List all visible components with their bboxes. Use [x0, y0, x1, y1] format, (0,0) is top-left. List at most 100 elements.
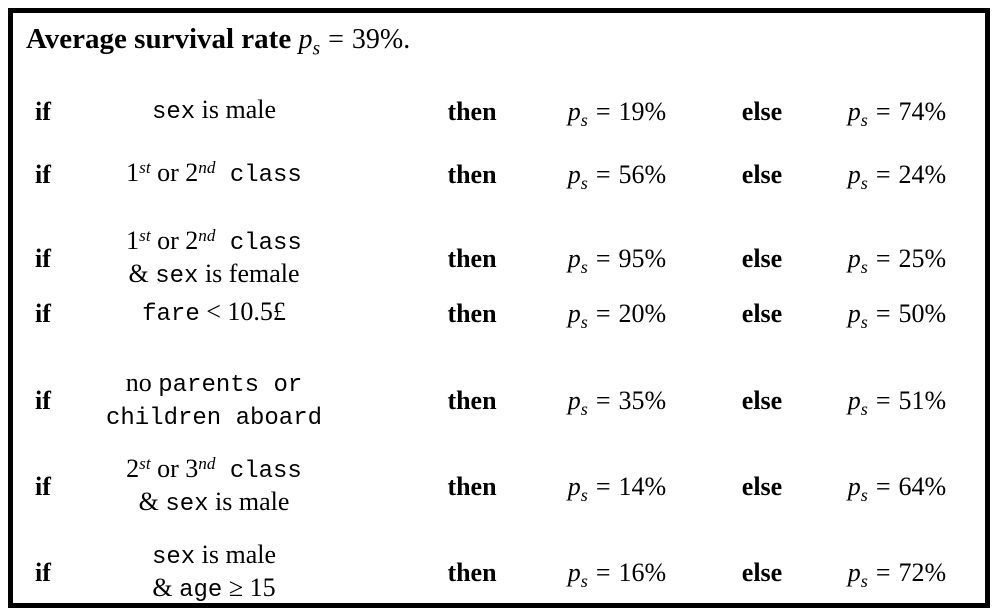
equals-sign: =	[875, 386, 891, 415]
ps-subscript: s	[580, 257, 588, 278]
else-survival-expression: ps = 25%	[832, 244, 962, 278]
if-keyword: if	[35, 386, 51, 415]
rule-row: if no parents or children aboard then ps = 35%…	[35, 368, 985, 434]
condition-line: 2st or 3nd class	[79, 454, 349, 487]
if-keyword: if	[35, 472, 51, 501]
ps-variable: p	[847, 558, 861, 587]
condition-line: sex is male	[79, 540, 349, 573]
else-keyword: else	[741, 244, 783, 273]
else-survival-value: 51%	[898, 386, 947, 415]
rule-row: if fare < 10.5£ then ps = 20% else ps = 50%	[35, 297, 985, 332]
ps-variable: p	[847, 96, 861, 126]
ps-subscript: s	[312, 38, 321, 60]
then-keyword: then	[447, 558, 497, 587]
ps-variable: p	[298, 24, 313, 55]
condition-line: no parents or	[79, 368, 349, 401]
condition-line: 1st or 2nd class	[79, 226, 349, 259]
rule-row: if sex is male then ps = 19% else ps = 74%	[35, 95, 985, 130]
ordinal-superscript: nd	[198, 226, 216, 246]
else-keyword: else	[741, 159, 783, 189]
then-survival-expression: ps = 35%	[542, 386, 692, 420]
condition-text: &	[152, 573, 180, 602]
condition: 1st or 2nd class	[79, 158, 349, 191]
condition: sex is male & age ≥ 15	[79, 540, 349, 606]
ps-subscript: s	[580, 485, 588, 506]
condition-text: is male	[195, 540, 277, 569]
then-survival-expression: ps = 19%	[542, 96, 692, 129]
ordinal-superscript: nd	[198, 158, 216, 178]
else-survival-expression: ps = 24%	[832, 159, 962, 193]
equals-sign: =	[875, 244, 891, 273]
figure-title: Average survival rate ps = 39%.	[13, 13, 985, 59]
else-keyword: else	[741, 298, 783, 328]
condition: no parents or children aboard	[79, 368, 349, 434]
equals-sign: =	[875, 96, 891, 126]
condition-line: & age ≥ 15	[79, 573, 349, 606]
else-survival-value: 72%	[898, 558, 947, 587]
equals-sign: =	[595, 558, 611, 587]
if-keyword: if	[35, 96, 51, 126]
condition-text: sex	[165, 491, 209, 518]
condition-line: fare < 10.5£	[79, 297, 349, 330]
rule-row: if 1st or 2nd class & sex is female then ps =…	[35, 226, 985, 292]
ordinal-superscript: nd	[198, 454, 216, 474]
condition-text: < 10.5£	[199, 297, 286, 326]
condition-text: ≥ 15	[222, 573, 276, 602]
equals-sign: =	[875, 298, 891, 328]
condition-text: &	[128, 259, 156, 288]
rule-row: if 2st or 3nd class & sex is male then ps = 14…	[35, 454, 985, 520]
else-survival-value: 74%	[898, 96, 947, 126]
condition: fare < 10.5£	[79, 297, 349, 330]
if-keyword: if	[35, 159, 51, 189]
ps-variable: p	[847, 472, 861, 501]
ps-subscript: s	[860, 109, 868, 130]
condition-text: fare	[142, 301, 200, 328]
ps-subscript: s	[860, 399, 868, 420]
condition: 1st or 2nd class & sex is female	[79, 226, 349, 292]
condition-text: is female	[198, 259, 300, 288]
then-keyword: then	[447, 472, 497, 501]
condition-text: sex	[151, 544, 196, 571]
ps-subscript: s	[580, 399, 588, 420]
ordinal-superscript: st	[139, 158, 151, 178]
title-survival-value: 39%.	[351, 24, 411, 55]
condition-line: children aboard	[79, 401, 349, 434]
ps-subscript: s	[860, 485, 868, 506]
ps-variable: p	[847, 159, 861, 189]
condition-text: class	[215, 162, 302, 189]
then-survival-expression: ps = 20%	[542, 298, 692, 332]
ps-variable: p	[847, 386, 861, 415]
ps-variable: p	[567, 558, 581, 587]
condition-line: 1st or 2nd class	[79, 158, 349, 191]
condition-text: or 2	[150, 158, 199, 187]
else-survival-expression: ps = 72%	[832, 558, 962, 592]
condition-text: sex	[155, 263, 199, 290]
rule-row: if sex is male & age ≥ 15 then ps = 16% else ps =…	[35, 540, 985, 606]
then-survival-value: 16%	[618, 558, 667, 587]
title-formula: ps = 39%.	[298, 24, 411, 59]
condition-text: 1	[126, 158, 140, 187]
condition-text: sex	[151, 99, 196, 126]
else-keyword: else	[741, 472, 783, 501]
ps-variable: p	[567, 159, 581, 189]
equals-sign: =	[595, 244, 611, 273]
then-keyword: then	[447, 159, 497, 189]
condition-text: no	[125, 368, 159, 397]
ps-variable: p	[567, 244, 581, 273]
then-survival-expression: ps = 14%	[542, 472, 692, 506]
ps-variable: p	[847, 244, 861, 273]
if-keyword: if	[35, 298, 51, 328]
then-survival-value: 19%	[618, 96, 667, 126]
figure-frame: Average survival rate ps = 39%. if sex is m…	[8, 8, 990, 608]
ps-subscript: s	[860, 571, 868, 592]
equals-sign: =	[595, 298, 611, 328]
rule-row: if 1st or 2nd class then ps = 56% else ps = 24%	[35, 158, 985, 193]
ps-variable: p	[567, 386, 581, 415]
ps-subscript: s	[860, 172, 868, 193]
condition-line: & sex is male	[79, 487, 349, 520]
then-survival-expression: ps = 95%	[542, 244, 692, 278]
ps-subscript: s	[860, 257, 868, 278]
ordinal-superscript: st	[139, 226, 151, 246]
ps-subscript: s	[580, 311, 588, 332]
ps-variable: p	[567, 298, 581, 328]
